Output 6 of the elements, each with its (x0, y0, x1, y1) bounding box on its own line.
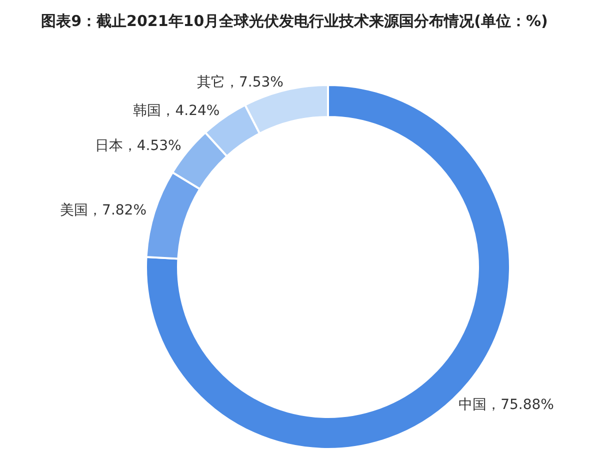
slice-label: 韩国，4.24% (133, 102, 220, 119)
slice-label: 其它，7.53% (196, 74, 284, 90)
slice-label: 日本，4.53% (94, 138, 182, 154)
chart-title: 图表9：截止2021年10月全球光伏发电行业技术来源国分布情况(单位：%) (40, 12, 549, 31)
slice-label: 中国，75.88% (458, 397, 554, 414)
slice-label: 美国，7.82% (60, 202, 147, 219)
